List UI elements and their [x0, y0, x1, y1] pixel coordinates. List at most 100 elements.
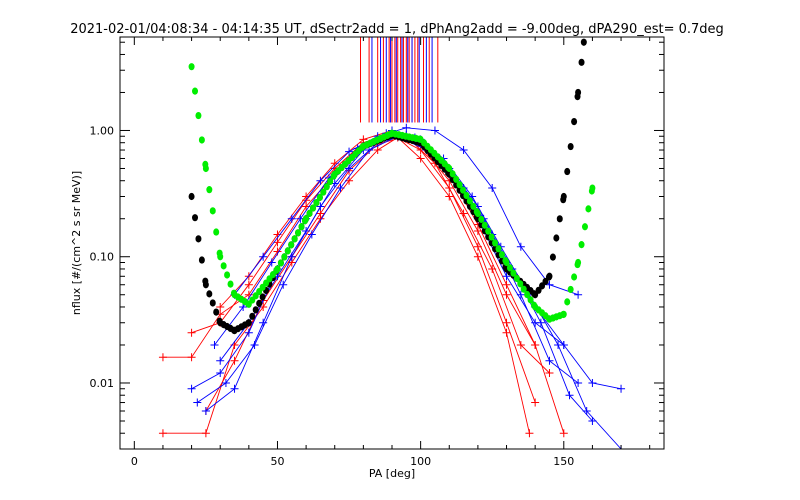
- fit-curve-green-dot: [488, 233, 495, 241]
- fit-curve-green-dot: [578, 241, 585, 249]
- fit-curve-black-dot: [198, 256, 205, 264]
- data-point: [402, 123, 411, 132]
- fit-curve-black-dot: [245, 319, 252, 327]
- fit-curve-green-dot: [571, 273, 578, 281]
- fit-curve-green-dot: [463, 191, 470, 200]
- fit-curve-green-dot: [281, 253, 288, 261]
- fit-curve-black-dot: [560, 192, 567, 201]
- fit-curve-green-dot: [474, 209, 481, 218]
- data-point: [221, 378, 230, 387]
- data-point: [267, 258, 276, 267]
- data-point: [502, 272, 511, 281]
- data-point: [430, 126, 439, 135]
- data-point: [545, 356, 554, 365]
- fit-curve-black-dot: [209, 299, 216, 307]
- fit-curve-black-dot: [549, 253, 556, 261]
- fit-curve-green-dot: [560, 310, 567, 318]
- data-point: [345, 164, 354, 173]
- fit-curve-green-dot: [274, 265, 281, 273]
- fit-curve-green-dot: [478, 215, 485, 223]
- data-point: [488, 184, 497, 193]
- fit-curve-green-dot: [284, 247, 291, 255]
- data-point: [554, 340, 563, 349]
- fit-curve-black-dot: [202, 281, 209, 289]
- fit-curve-green-dot: [192, 87, 199, 95]
- data-point: [488, 264, 497, 273]
- fit-curve-green-dot: [564, 298, 571, 306]
- data-point: [187, 384, 196, 393]
- fit-curve-green-dot: [449, 170, 456, 178]
- data-point: [287, 214, 296, 223]
- fit-curve-green-dot: [220, 262, 227, 270]
- fit-curve-black-dot: [567, 142, 574, 151]
- series-red-line: [162, 136, 530, 434]
- data-point: [359, 135, 368, 144]
- data-point: [473, 252, 482, 261]
- data-point: [210, 340, 219, 349]
- data-point: [302, 226, 311, 235]
- data-point: [502, 318, 511, 327]
- series-blue-line: [205, 134, 579, 412]
- data-point: [273, 238, 282, 247]
- fit-curve-black-dot: [546, 272, 553, 280]
- data-point: [617, 384, 626, 393]
- fit-curve-green-dot: [453, 175, 460, 183]
- data-layer: [158, 37, 626, 449]
- fit-curve-green-dot: [456, 181, 463, 189]
- data-point: [531, 398, 540, 407]
- series-red-line: [205, 135, 550, 412]
- fit-curve-green-dot: [198, 136, 205, 144]
- data-point: [559, 429, 568, 438]
- data-point: [459, 209, 468, 218]
- fit-curve-green-dot: [575, 258, 582, 267]
- fit-curve-green-dot: [513, 274, 520, 283]
- fit-curve-black-dot: [580, 38, 587, 46]
- y-axis-label: nflux [#/(cm^2 s sr MeV)]: [70, 171, 83, 315]
- x-tick-label: 0: [131, 455, 138, 468]
- y-tick-label: 0.10: [90, 251, 115, 264]
- data-point: [201, 429, 210, 438]
- data-point: [316, 176, 325, 185]
- fit-curve-green-dot: [320, 188, 327, 196]
- fit-curve-black-dot: [195, 235, 202, 243]
- fit-curve-green-dot: [498, 251, 505, 259]
- data-point: [250, 340, 259, 349]
- fit-curve-green-dot: [517, 280, 524, 288]
- fit-curve-green-dot: [470, 202, 477, 210]
- data-point: [230, 384, 239, 393]
- x-tick-label: 100: [410, 455, 431, 468]
- fit-curve-green-dot: [227, 280, 234, 288]
- data-point: [158, 429, 167, 438]
- fit-curve-green-dot: [503, 258, 510, 267]
- data-point: [516, 290, 525, 299]
- fit-curve-green-dot: [188, 63, 195, 71]
- fit-curve-green-dot: [495, 245, 502, 253]
- data-point: [216, 356, 225, 365]
- fit-curve-green-dot: [217, 253, 224, 261]
- fit-curve-green-dot: [195, 111, 202, 120]
- fit-curve-black-dot: [252, 306, 259, 314]
- data-point: [345, 147, 354, 156]
- data-point: [502, 280, 511, 289]
- series-red-line: [191, 132, 565, 434]
- data-point: [574, 378, 583, 387]
- x-axis-label: PA [deg]: [369, 467, 415, 480]
- fit-curve-green-dot: [581, 223, 588, 231]
- data-point: [588, 378, 597, 387]
- data-point: [187, 328, 196, 337]
- fit-curve-green-dot: [313, 199, 320, 207]
- series-blue-line: [214, 132, 622, 449]
- data-point: [307, 230, 316, 239]
- data-point: [445, 192, 454, 201]
- fit-curve-green-dot: [327, 177, 334, 185]
- data-point: [259, 252, 268, 261]
- fit-curve-green-dot: [288, 241, 295, 249]
- y-tick-label: 1.00: [90, 124, 115, 137]
- data-point: [516, 242, 525, 251]
- data-point: [416, 154, 425, 163]
- data-point: [565, 391, 574, 400]
- fit-curve-green-dot: [303, 215, 310, 223]
- series-red-line: [162, 134, 536, 403]
- fit-curve-green-dot: [460, 186, 467, 194]
